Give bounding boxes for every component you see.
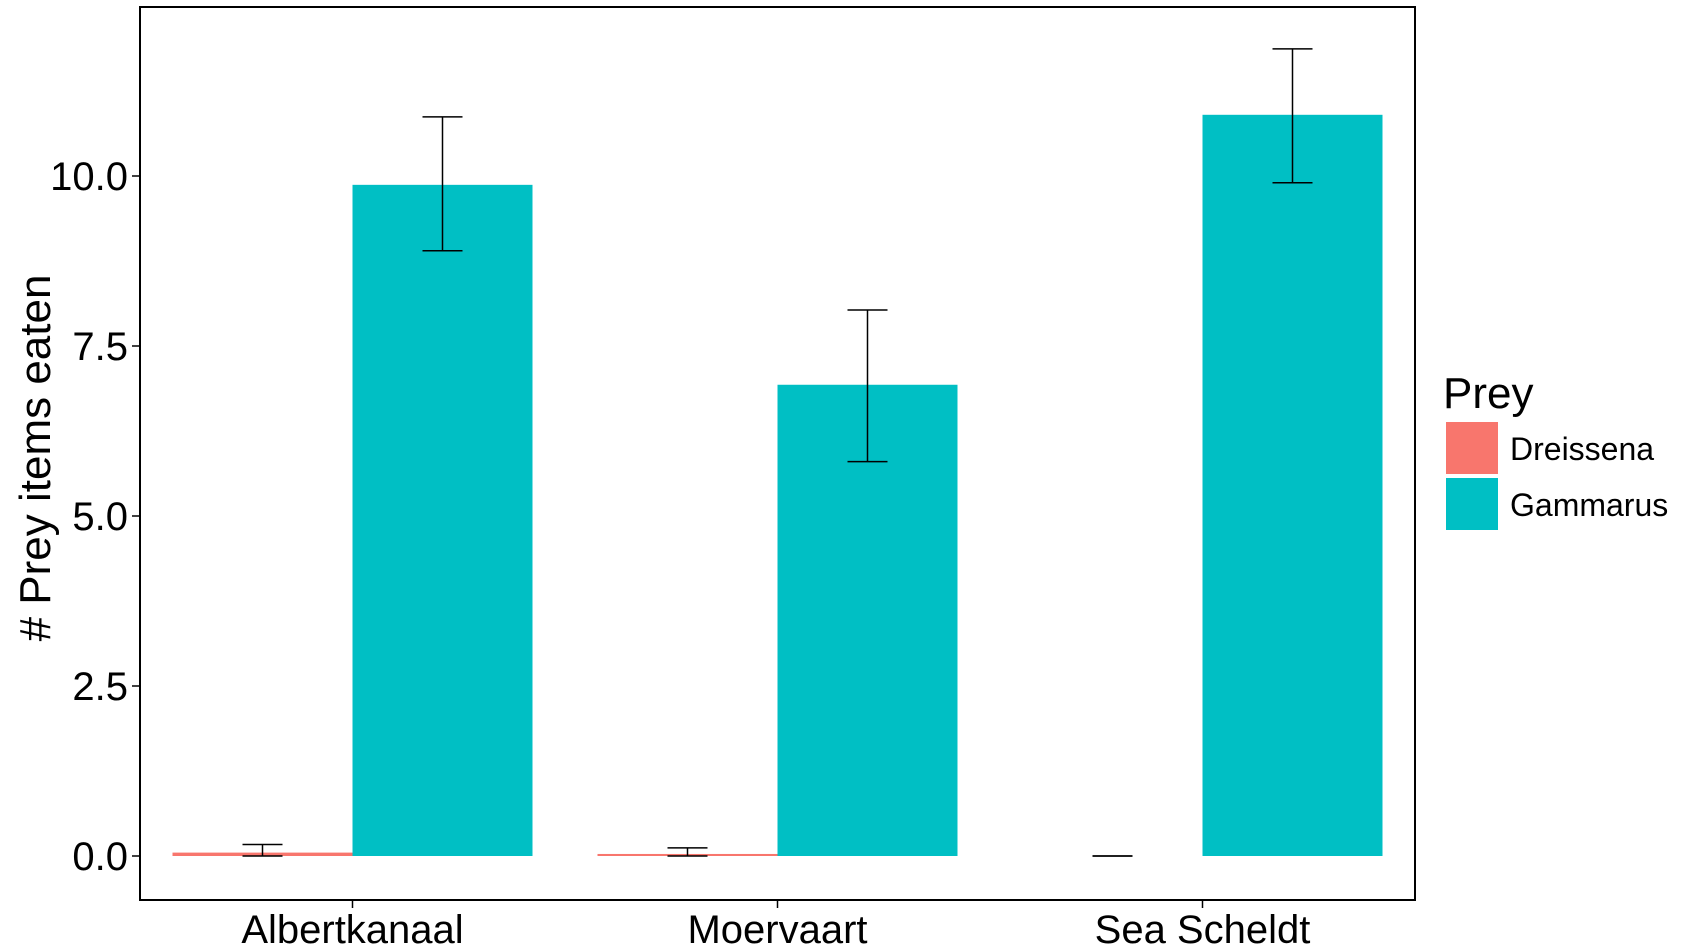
bar-gammarus-moervaart xyxy=(777,384,958,856)
legend-label-dreissena: Dreissena xyxy=(1510,431,1654,467)
y-axis-title: # Prey items eaten xyxy=(11,275,60,642)
bars-layer xyxy=(172,114,1383,857)
y-tick-label: 5.0 xyxy=(72,495,128,539)
y-tick-label: 7.5 xyxy=(72,325,128,369)
error-bar-gammarus-albertkanaal xyxy=(422,116,463,252)
y-axis: 0.0 2.5 5.0 7.5 10.0 xyxy=(50,155,140,879)
bar-gammarus-sea-scheldt xyxy=(1202,114,1383,857)
legend-key-gammarus xyxy=(1446,478,1498,530)
x-tick-label: Albertkanaal xyxy=(241,908,463,944)
y-tick-label: 2.5 xyxy=(72,665,128,709)
x-axis: Albertkanaal Moervaart Sea Scheldt xyxy=(241,900,1310,944)
bar-gammarus-albertkanaal xyxy=(352,184,533,857)
legend-key-dreissena xyxy=(1446,422,1498,474)
y-tick-label: 10.0 xyxy=(50,155,128,199)
legend-title: Prey xyxy=(1443,369,1533,418)
y-tick-label: 0.0 xyxy=(72,835,128,879)
error-bar-dreissena-albertkanaal xyxy=(242,843,283,857)
error-bar-dreissena-moervaart xyxy=(667,847,708,857)
x-tick-label: Sea Scheldt xyxy=(1095,908,1311,944)
error-bars-layer xyxy=(242,48,1313,857)
error-bar-gammarus-sea-scheldt xyxy=(1272,48,1313,184)
x-tick-label: Moervaart xyxy=(687,908,867,944)
legend-label-gammarus: Gammarus xyxy=(1510,487,1668,523)
error-bar-gammarus-moervaart xyxy=(847,309,888,463)
legend: Prey Dreissena Gammarus xyxy=(1443,369,1668,530)
